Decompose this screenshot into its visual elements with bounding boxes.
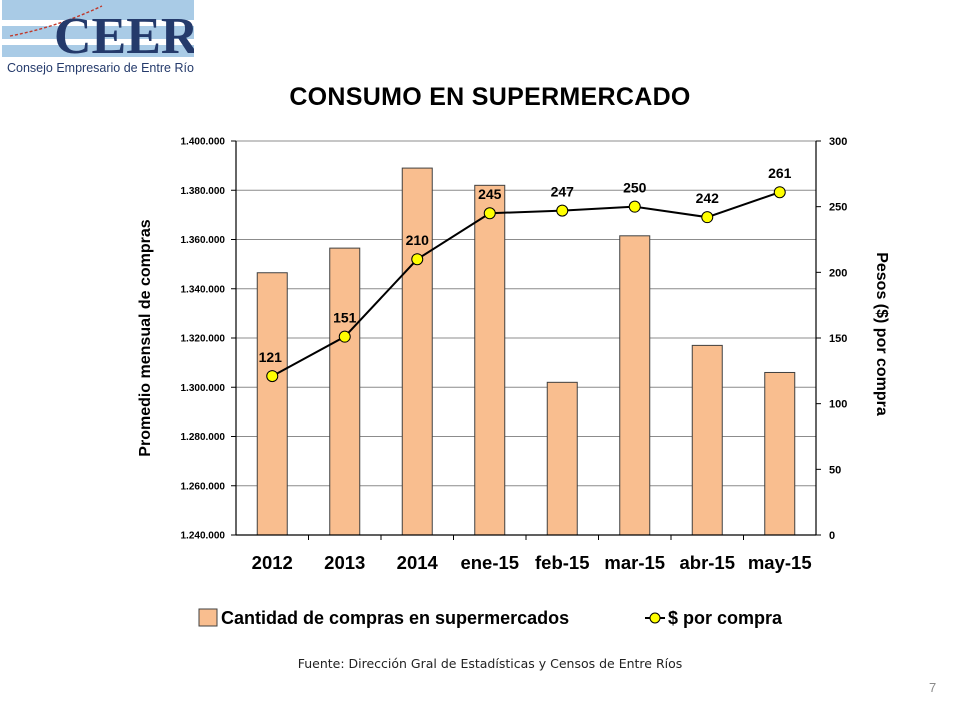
x-tick-label: 2012 [252, 552, 293, 573]
y-tick-label: 1.380.000 [181, 186, 226, 197]
bar-mar-15 [619, 235, 651, 536]
source-note: Fuente: Dirección Gral de Estadísticas y… [297, 656, 683, 671]
bar-feb-15 [546, 381, 578, 536]
line-series-price [271, 191, 781, 377]
svg-text:CEER: CEER [54, 8, 194, 65]
legend-label-line: $ por compra [668, 608, 783, 628]
line-point [628, 200, 641, 213]
y-right-tick-label: 50 [829, 464, 841, 476]
data-label: 245 [478, 186, 502, 202]
bar-ene-15 [474, 184, 506, 536]
line-point [701, 211, 714, 224]
data-label: 247 [551, 184, 575, 200]
ceer-logo: CEER Consejo Empresario de Entre Ríos [2, 0, 194, 78]
data-label: 261 [768, 165, 792, 181]
data-label: 151 [333, 310, 357, 326]
x-tick-label: feb-15 [535, 552, 590, 573]
line-point [483, 207, 496, 220]
page-number: 7 [929, 680, 937, 695]
y-right-tick-label: 250 [829, 202, 847, 214]
data-label: 250 [623, 180, 647, 196]
x-tick-label: ene-15 [460, 552, 519, 573]
legend-label-bar: Cantidad de compras en supermercados [221, 608, 569, 628]
y-axis-title: Promedio mensual de compras [137, 219, 154, 457]
legend-swatch-bar [198, 608, 218, 627]
bar-2014 [401, 167, 433, 536]
y-tick-label: 1.280.000 [181, 432, 226, 443]
y-tick-label: 1.240.000 [181, 531, 226, 542]
y-right-tick-label: 0 [829, 530, 835, 542]
line-point [411, 253, 424, 266]
page-title: CONSUMO EN SUPERMERCADO [289, 83, 691, 111]
y-tick-label: 1.320.000 [181, 334, 226, 345]
line-point [266, 370, 279, 383]
data-label: 242 [696, 190, 720, 206]
y-right-tick-label: 200 [829, 267, 847, 279]
y-right-tick-label: 100 [829, 399, 847, 411]
x-tick-label: mar-15 [604, 552, 665, 573]
data-label: 210 [406, 232, 430, 248]
x-tick-label: 2013 [324, 552, 365, 573]
svg-text:Consejo Empresario de Entre Rí: Consejo Empresario de Entre Ríos [7, 61, 194, 75]
line-point [773, 186, 786, 199]
x-tick-label: may-15 [748, 552, 812, 573]
line-point [556, 204, 569, 217]
y-tick-label: 1.300.000 [181, 383, 226, 394]
y-tick-label: 1.340.000 [181, 284, 226, 295]
bar-2012 [256, 272, 288, 536]
bar-2013 [329, 247, 361, 536]
bar-may-15 [764, 371, 796, 536]
bar-abr-15 [691, 344, 723, 536]
x-tick-label: 2014 [397, 552, 439, 573]
y-tick-label: 1.260.000 [181, 481, 226, 492]
y-right-tick-label: 150 [829, 333, 847, 345]
y-tick-label: 1.360.000 [181, 235, 226, 246]
x-tick-label: abr-15 [679, 552, 735, 573]
y-tick-label: 1.400.000 [181, 137, 226, 148]
y-right-tick-label: 300 [829, 136, 847, 148]
data-label: 121 [259, 349, 283, 365]
line-point [338, 330, 351, 343]
y-right-axis-title: Pesos ($) por compra [873, 252, 890, 416]
legend-swatch-marker [649, 612, 661, 624]
